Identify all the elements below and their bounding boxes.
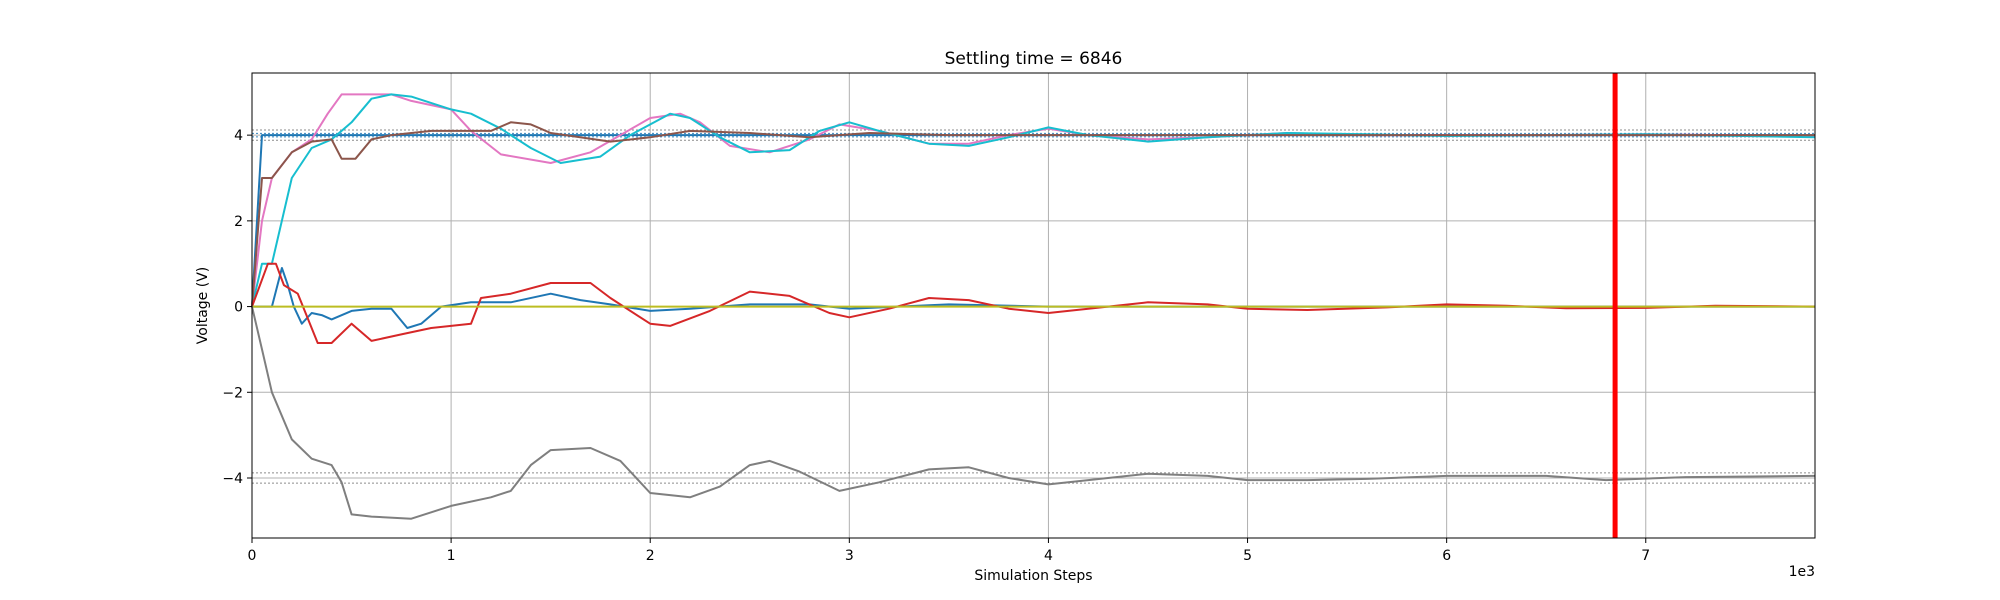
x-tick-label: 2 [646,548,655,564]
series-line [251,93,1816,307]
series-line [251,262,1816,344]
plot-frame [251,72,1816,539]
series-line [251,121,1815,307]
x-tick-label: 3 [845,548,854,564]
y-axis-label: Voltage (V) [195,267,211,344]
y-tick-label: −4 [222,471,243,487]
x-tick-label: 0 [248,548,257,564]
x-axis-multiplier: 1e3 [1789,564,1815,580]
x-tick-label: 1 [447,548,456,564]
series-line [251,134,1815,307]
chart-title: Settling time = 6846 [945,49,1123,69]
x-tick-label: 6 [1442,548,1451,564]
y-tick-label: 0 [234,300,243,316]
x-axis-label: Simulation Steps [974,568,1092,584]
x-tick-label: 7 [1641,548,1650,564]
y-tick-label: −2 [222,385,243,401]
series-lines [251,93,1816,520]
ticks: 0 1 2 3 4 5 6 7 −4 −2 0 2 4 [222,128,1650,564]
y-tick-label: 2 [234,214,243,230]
x-tick-label: 5 [1243,548,1252,564]
y-tick-label: 4 [234,128,243,144]
x-tick-label: 4 [1044,548,1053,564]
series-line [251,306,1816,520]
